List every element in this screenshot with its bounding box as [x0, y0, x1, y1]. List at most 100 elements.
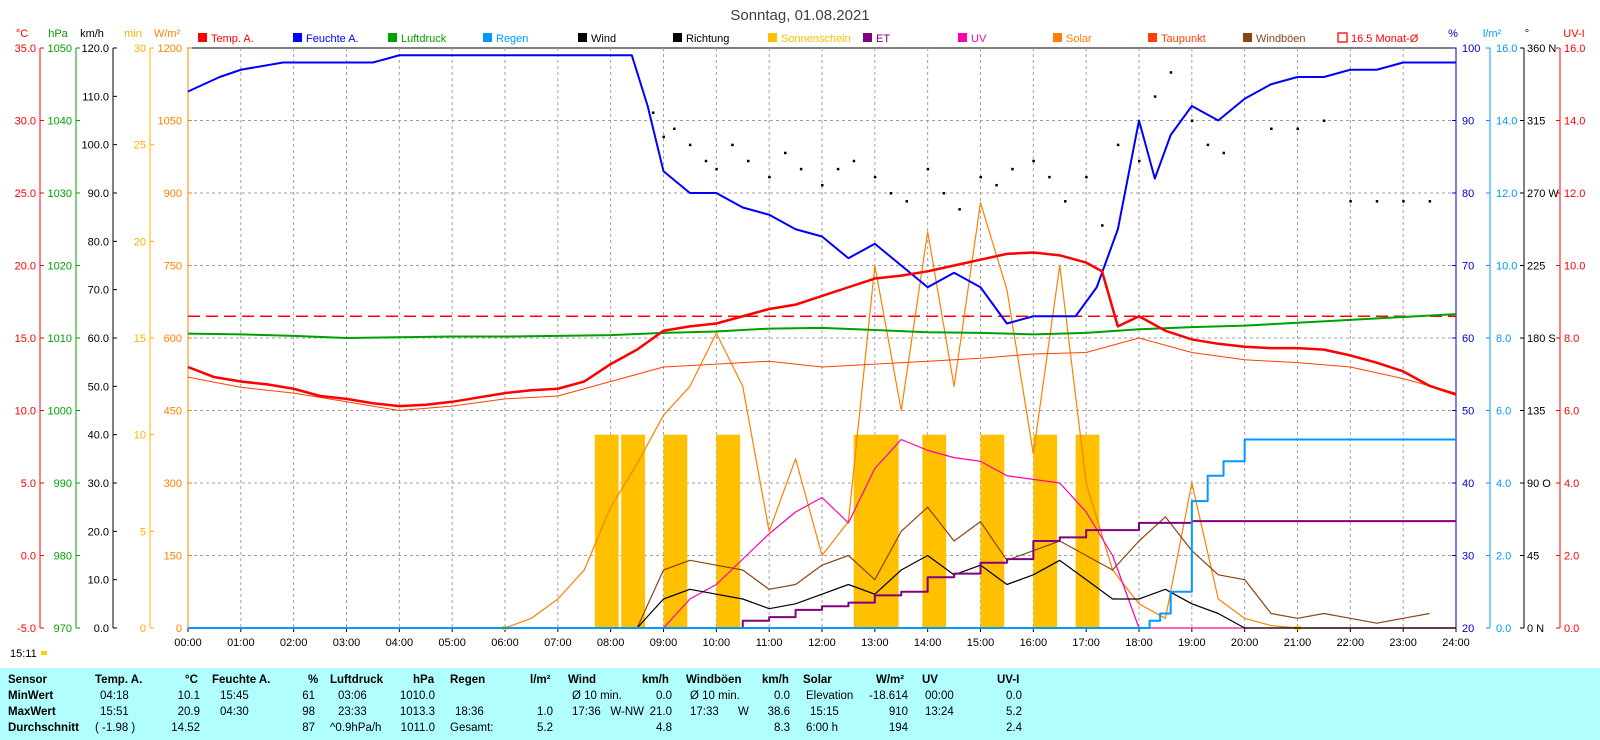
- stats-temp-min-time: 04:18: [100, 690, 129, 702]
- chart-title: Sonntag, 01.08.2021: [730, 7, 869, 24]
- right-axis-tick-label: 0.0: [1496, 623, 1511, 635]
- stats-rain-max: 1.0: [537, 706, 553, 718]
- wind-direction-point: [1222, 151, 1226, 155]
- stats-press-header: Luftdruck: [330, 674, 384, 686]
- stats-row-label: Sensor: [8, 674, 47, 686]
- right-axis-tick-label: 360 N: [1527, 43, 1556, 55]
- left-axis-tick-label: 110.0: [82, 91, 109, 103]
- left-axis-tick-label: 990: [54, 478, 72, 490]
- stats-temp-max: 20.9: [177, 706, 200, 718]
- x-tick-label: 13:00: [861, 637, 889, 649]
- right-axis-tick-label: 6.0: [1496, 406, 1511, 418]
- x-tick-label: 01:00: [227, 637, 255, 649]
- left-axis-tick-label: 100.0: [81, 140, 109, 152]
- left-axis-tick-label: 600: [164, 333, 182, 345]
- stats-solar-header: Solar: [803, 674, 832, 686]
- x-tick-label: 08:00: [597, 637, 625, 649]
- right-axis-tick-label: 80: [1462, 188, 1474, 200]
- wind-direction-point: [821, 183, 824, 187]
- stats-solar-max: 910: [888, 706, 908, 718]
- stats-gust-min-label: Ø 10 min.: [690, 690, 740, 702]
- wind-direction-point: [1032, 159, 1035, 163]
- left-axis-tick-label: 300: [164, 478, 182, 490]
- series-uv-line: [188, 438, 1456, 629]
- wind-direction-point: [1190, 119, 1194, 122]
- x-tick-label: 02:00: [280, 637, 308, 649]
- stats-hum-min-time: 15:45: [220, 690, 249, 702]
- wind-direction-point: [651, 111, 655, 114]
- left-axis-tick-label: 20.0: [88, 526, 109, 538]
- wind-direction-point: [1153, 95, 1157, 98]
- left-axis-tick-label: 0.0: [21, 551, 36, 563]
- legend-label: UV: [971, 33, 987, 45]
- wind-direction-point: [662, 135, 665, 139]
- wind-direction-point: [836, 167, 840, 171]
- legend-label: Luftdruck: [401, 33, 447, 45]
- stats-wind-min: 0.0: [656, 690, 672, 702]
- stats-gust-avg: 8.3: [774, 722, 790, 734]
- legend-label: Wind: [591, 33, 616, 45]
- legend-label: Solar: [1066, 33, 1092, 45]
- wind-direction-point: [1138, 159, 1141, 163]
- wind-direction-point: [926, 167, 930, 171]
- series-wind-line: [188, 554, 1456, 629]
- wind-direction-point: [1270, 127, 1273, 131]
- legend-swatch: [388, 33, 397, 42]
- sunshine-bar: [853, 434, 878, 628]
- x-tick-label: 20:00: [1231, 637, 1259, 649]
- x-tick-label: 11:00: [756, 637, 783, 649]
- legend-label: Windböen: [1256, 33, 1306, 45]
- wind-direction-point: [747, 159, 750, 163]
- left-axis-unit: min: [124, 28, 142, 40]
- legend-label: Sonnenschein: [781, 33, 851, 45]
- left-axis-tick-label: 15.0: [15, 333, 36, 345]
- sunshine-bar: [594, 434, 619, 628]
- x-tick-label: 03:00: [333, 637, 361, 649]
- legend-label: Feuchte A.: [306, 33, 359, 45]
- x-tick-label: 09:00: [650, 637, 678, 649]
- wind-direction-point: [889, 192, 893, 195]
- left-axis-tick-label: 1030: [48, 188, 72, 200]
- right-axis-tick-label: 60: [1462, 333, 1474, 345]
- legend-swatch: [1053, 33, 1062, 42]
- wind-direction-point: [688, 143, 692, 147]
- sunshine-bar: [922, 434, 947, 628]
- x-tick-label: 14:00: [914, 637, 942, 649]
- stats-hum-max-time: 04:30: [220, 706, 249, 718]
- stats-uv-avg: 2.4: [1006, 722, 1022, 734]
- wind-direction-point: [1011, 167, 1014, 171]
- wind-direction-point: [905, 200, 909, 203]
- series-gust-line: [188, 506, 1430, 629]
- right-axis-tick-label: 2.0: [1496, 551, 1511, 563]
- right-axis-unit: °: [1525, 28, 1529, 40]
- stats-press-max: 1013.3: [399, 706, 435, 718]
- wind-direction-point: [1375, 200, 1379, 203]
- stats-press-unit: hPa: [413, 674, 435, 686]
- stats-hum-avg: 87: [302, 722, 315, 734]
- right-axis-tick-label: 12.0: [1496, 188, 1517, 200]
- sunshine-bar: [663, 434, 688, 628]
- legend-swatch: [1148, 33, 1157, 42]
- stats-rain-total: 5.2: [537, 722, 553, 734]
- stats-wind-max-time: 17:36 W-NW: [572, 706, 644, 718]
- right-axis-tick-label: 90 O: [1527, 478, 1551, 490]
- series-et-line: [188, 520, 1456, 629]
- stats-uv-header: UV: [922, 674, 938, 686]
- right-axis-tick-label: 6.0: [1564, 406, 1579, 418]
- sunshine-bar: [874, 434, 899, 628]
- wind-direction-point: [995, 183, 998, 187]
- right-axis-tick-label: 70: [1462, 261, 1474, 273]
- left-axis-tick-label: 50.0: [88, 381, 109, 393]
- wind-direction-point: [1101, 224, 1104, 227]
- x-tick-label: 15:00: [967, 637, 995, 649]
- stats-row-label: MaxWert: [8, 706, 56, 718]
- stats-solar-unit: W/m²: [876, 674, 905, 686]
- sunshine-bar: [1075, 434, 1100, 628]
- left-axis-tick-label: -5.0: [17, 623, 36, 635]
- left-axis-tick-label: 15: [134, 333, 146, 345]
- right-axis-tick-label: 4.0: [1496, 478, 1511, 490]
- left-axis-tick-label: 120.0: [81, 43, 109, 55]
- right-axis-tick-label: 0.0: [1564, 623, 1579, 635]
- stats-wind-max: 21.0: [649, 706, 672, 718]
- legend-swatch: [768, 33, 777, 42]
